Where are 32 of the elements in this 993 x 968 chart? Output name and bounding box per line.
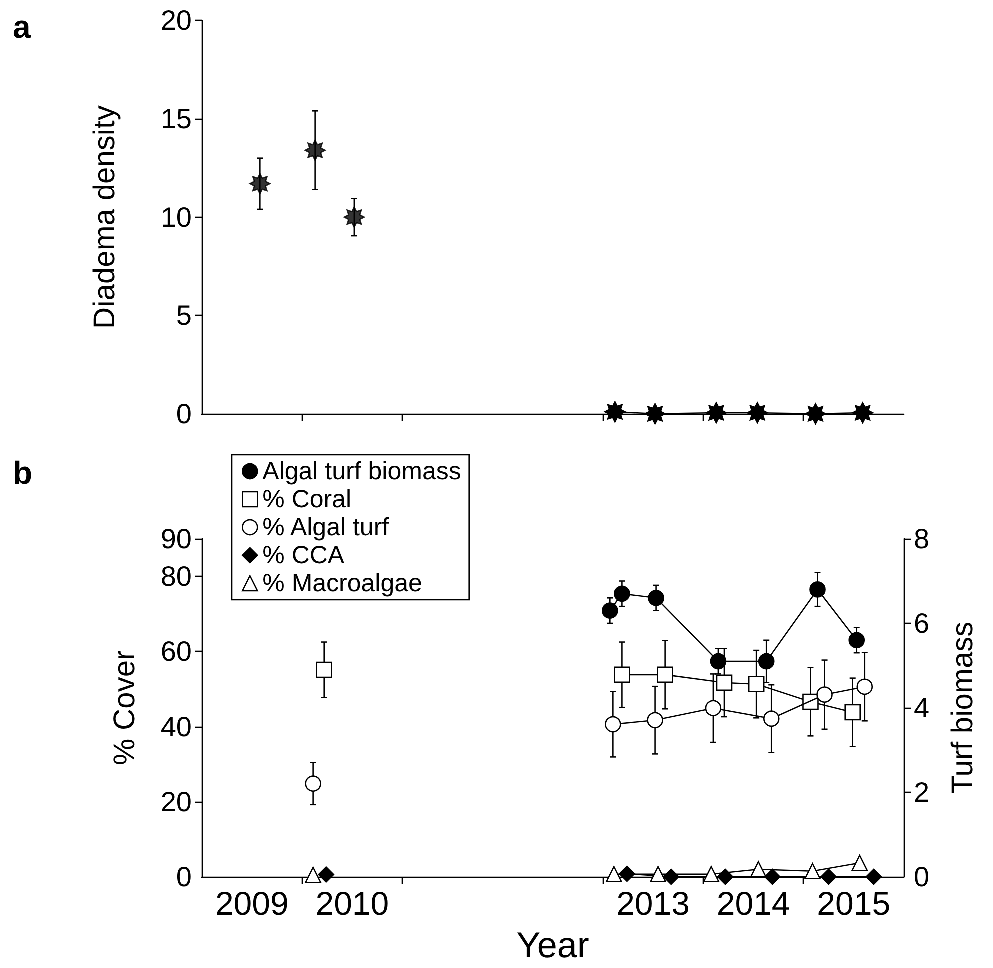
x-tick-label: 2015 <box>817 885 891 922</box>
y2-tick-label: 0 <box>914 862 930 892</box>
chart-title: b <box>13 455 33 491</box>
y-tick-label: 20 <box>160 5 192 36</box>
y-tick-label: 0 <box>176 862 192 892</box>
y-tick-label: 5 <box>176 300 192 332</box>
y-tick-label: 0 <box>176 398 192 430</box>
legend-label: % Macroalgae <box>262 570 422 598</box>
legend-label: % Algal turf <box>262 514 390 542</box>
y-tick-label: 80 <box>160 561 192 592</box>
y2-tick-label: 4 <box>914 692 930 724</box>
y-tick-label: 10 <box>160 202 192 233</box>
y-axis-title: Diadema density <box>88 106 122 330</box>
y-tick-label: 40 <box>160 711 192 742</box>
y-tick-label: 15 <box>160 104 192 135</box>
y2-tick-label: 2 <box>914 777 930 808</box>
legend-label: Algal turf biomass <box>262 458 462 486</box>
y-tick-label: 60 <box>160 636 192 668</box>
legend-label: % Coral <box>262 486 352 514</box>
y2-axis-title: Turf biomass <box>946 622 980 794</box>
x-tick-label: 2010 <box>316 885 390 922</box>
x-tick-label: 2009 <box>215 885 289 922</box>
chart-title: a <box>13 9 31 45</box>
x-tick-label: 2013 <box>616 885 690 922</box>
legend-label: % CCA <box>262 542 345 570</box>
y2-tick-label: 6 <box>914 608 930 639</box>
y-tick-label: 90 <box>160 524 192 554</box>
y-axis-title: % Cover <box>108 650 142 766</box>
x-axis-title: Year <box>516 924 590 966</box>
y2-tick-label: 8 <box>914 524 930 554</box>
y-tick-label: 20 <box>160 786 192 818</box>
x-tick-label: 2014 <box>716 885 790 922</box>
